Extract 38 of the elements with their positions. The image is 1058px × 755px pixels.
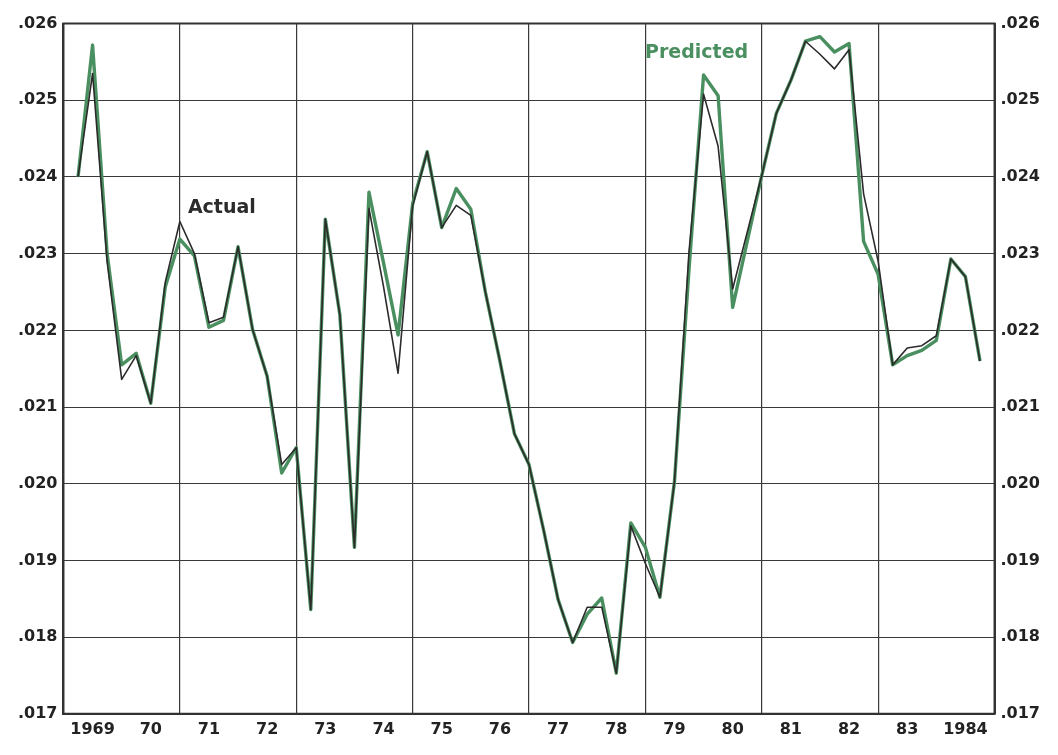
x-tick-label: 74: [372, 718, 395, 738]
x-tick-label: 76: [488, 718, 512, 738]
x-tick-label: 83: [896, 718, 919, 738]
y2-tick-label: .026: [1000, 12, 1041, 32]
x-tick-label: 1969: [70, 718, 115, 738]
y-tick-label: .022: [17, 319, 58, 339]
y2-tick-label: .022: [1000, 319, 1041, 339]
x-tick-label: 1984: [943, 718, 988, 738]
x-tick-label: 78: [605, 718, 628, 738]
y-tick-label: .024: [17, 166, 58, 186]
y2-tick-label: .025: [1000, 89, 1041, 109]
x-tick-label: 70: [139, 718, 162, 738]
series-label: Predicted: [645, 39, 749, 62]
x-tick-label: 79: [663, 718, 686, 738]
x-tick-label: 71: [197, 718, 221, 738]
x-tick-label: 72: [256, 718, 279, 738]
x-tick-label: 82: [837, 718, 861, 738]
y-tick-label: .020: [17, 472, 58, 492]
y2-tick-label: .021: [1000, 396, 1041, 416]
y-tick-label: .026: [17, 12, 58, 32]
y-tick-label: .025: [17, 89, 58, 109]
y-tick-label: .023: [17, 242, 58, 262]
x-tick-label: 77: [546, 718, 570, 738]
series-label: Actual: [187, 195, 256, 218]
y2-tick-label: .017: [1000, 702, 1041, 722]
y-tick-label: .018: [17, 626, 58, 646]
y2-tick-label: .020: [1000, 472, 1041, 492]
y-tick-label: .019: [17, 549, 58, 569]
y-tick-label: .021: [17, 396, 58, 416]
x-tick-label: 73: [314, 718, 337, 738]
x-tick-label: 75: [430, 718, 453, 738]
x-tick-label: 81: [779, 718, 802, 738]
x-tick-label: 80: [721, 718, 744, 738]
y2-tick-label: .023: [1000, 242, 1041, 262]
y2-tick-label: .024: [1000, 166, 1041, 186]
y2-tick-label: .019: [1000, 549, 1041, 569]
y2-tick-label: .018: [1000, 626, 1041, 646]
y-tick-label: .017: [17, 702, 58, 722]
